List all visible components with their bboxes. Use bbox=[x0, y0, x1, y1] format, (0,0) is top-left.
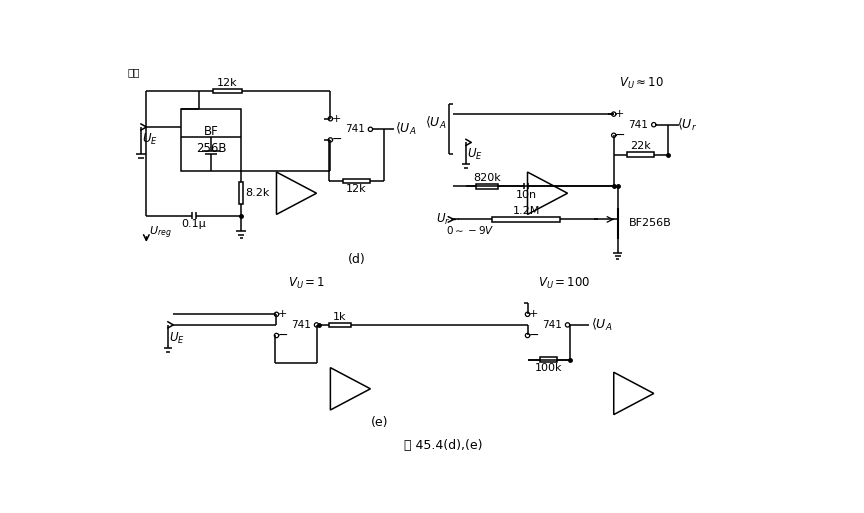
Text: $U_{reg}$: $U_{reg}$ bbox=[149, 224, 171, 241]
Bar bbox=[492, 217, 561, 222]
Text: $U_r$: $U_r$ bbox=[436, 212, 450, 227]
Text: 741: 741 bbox=[345, 124, 365, 134]
Bar bbox=[329, 323, 351, 327]
Text: (d): (d) bbox=[347, 252, 365, 266]
Bar bbox=[181, 109, 241, 171]
Text: 741: 741 bbox=[291, 320, 311, 330]
Text: 图 45.4(d),(e): 图 45.4(d),(e) bbox=[403, 439, 482, 452]
Text: +: + bbox=[278, 309, 288, 319]
Text: 741: 741 bbox=[543, 320, 562, 330]
Text: $U_E$: $U_E$ bbox=[168, 330, 185, 346]
Text: 12k: 12k bbox=[217, 78, 238, 88]
Text: 0.1μ: 0.1μ bbox=[181, 220, 206, 229]
Text: 22k: 22k bbox=[631, 142, 651, 151]
Text: −: − bbox=[529, 329, 539, 342]
Text: (e): (e) bbox=[371, 416, 389, 429]
Text: $\langle U_A$: $\langle U_A$ bbox=[591, 317, 612, 333]
Text: 100k: 100k bbox=[535, 363, 562, 372]
Text: −: − bbox=[614, 129, 626, 142]
Text: 1k: 1k bbox=[334, 312, 346, 322]
Bar bbox=[343, 179, 371, 183]
Text: −: − bbox=[331, 133, 342, 146]
Text: $V_U=100$: $V_U=100$ bbox=[538, 275, 591, 291]
Bar bbox=[213, 89, 242, 93]
Text: $U_E$: $U_E$ bbox=[467, 147, 482, 162]
Text: +: + bbox=[332, 114, 341, 124]
Text: $\langle U_A$: $\langle U_A$ bbox=[395, 121, 416, 137]
Text: 741: 741 bbox=[628, 120, 648, 130]
Text: −: − bbox=[277, 329, 288, 342]
Bar bbox=[627, 152, 654, 157]
Text: $V_U=1$: $V_U=1$ bbox=[288, 275, 325, 291]
Text: BF
256B: BF 256B bbox=[196, 125, 226, 155]
Text: $\langle U_r$: $\langle U_r$ bbox=[677, 116, 697, 133]
Text: 1.2M: 1.2M bbox=[512, 206, 540, 216]
Bar bbox=[540, 357, 557, 362]
Text: $U_E$: $U_E$ bbox=[142, 132, 157, 147]
Text: +: + bbox=[529, 309, 538, 319]
Text: 10n: 10n bbox=[516, 190, 537, 200]
Text: $\langle U_A$: $\langle U_A$ bbox=[425, 115, 447, 131]
Text: 输出: 输出 bbox=[127, 67, 140, 77]
Text: $0\sim-9V$: $0\sim-9V$ bbox=[446, 224, 494, 236]
Text: BF256B: BF256B bbox=[629, 218, 672, 228]
Text: 8.2k: 8.2k bbox=[245, 188, 270, 198]
Bar bbox=[476, 184, 498, 189]
Text: 12k: 12k bbox=[346, 184, 367, 194]
Text: +: + bbox=[615, 109, 625, 119]
Text: $V_U\approx10$: $V_U\approx10$ bbox=[619, 75, 664, 90]
Text: 820k: 820k bbox=[473, 173, 501, 183]
Bar bbox=[238, 182, 244, 204]
